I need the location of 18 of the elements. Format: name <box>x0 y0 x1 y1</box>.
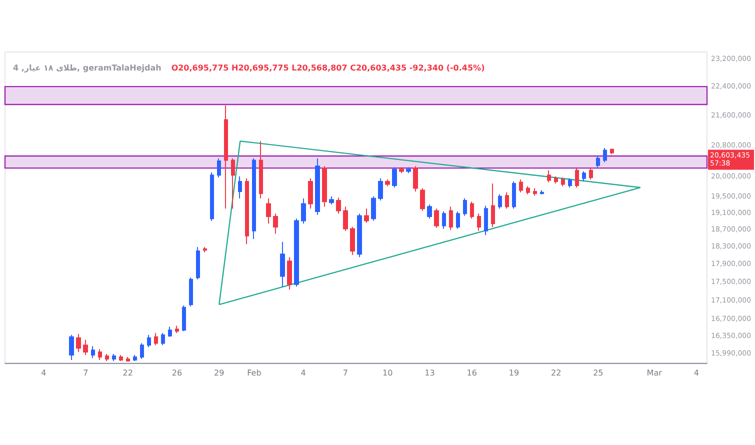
x-tick-label: 22 <box>550 368 562 378</box>
x-tick-label: 7 <box>83 368 88 378</box>
x-tick-label: 19 <box>508 368 520 378</box>
x-tick-label: 29 <box>214 368 224 378</box>
x-tick-label: 16 <box>466 368 477 378</box>
x-tick-label: Feb <box>247 368 262 378</box>
x-tick-label: 4 <box>41 368 46 378</box>
x-tick-label: 4 <box>694 368 700 378</box>
x-tick-label: 13 <box>424 368 435 378</box>
x-tick-label: 22 <box>122 368 133 378</box>
x-tick-label: 26 <box>172 368 182 378</box>
x-tick-label: 4 <box>300 368 306 378</box>
x-tick-label: 10 <box>382 368 393 378</box>
x-tick-label: 7 <box>342 368 348 378</box>
x-tick-label: 25 <box>593 368 604 378</box>
x-tick-label: Mar <box>646 368 663 378</box>
text: O20,695,775 H20,695,775 L20,568,807 C20,603,435 -92,340 (-0.45%) <box>171 64 485 72</box>
text: طلای ۱۸ عیار, 4, geramTalaHejdah <box>13 64 162 72</box>
